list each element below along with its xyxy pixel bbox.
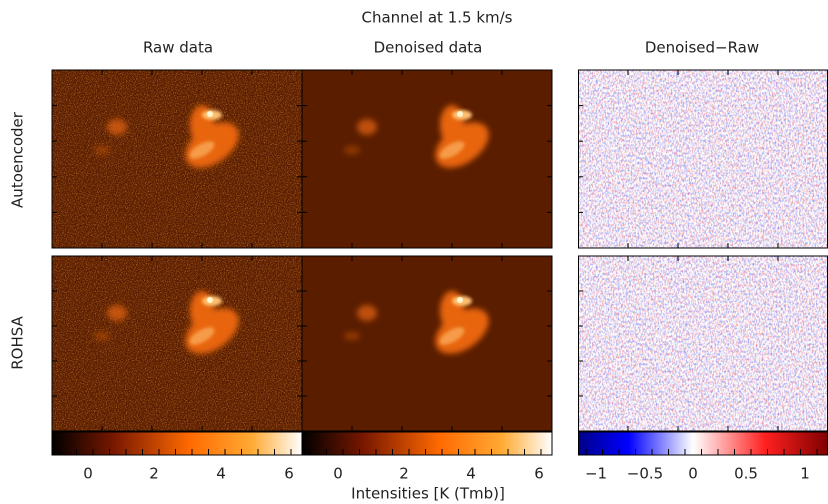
column-header: Denoised data [374, 39, 483, 57]
panel-frames [51, 69, 828, 432]
colorbar-tick-label: 0 [688, 465, 698, 483]
colorbar [578, 431, 828, 456]
image-panel [302, 70, 552, 248]
colorbar-tick-label: −1 [585, 465, 607, 483]
figure-title: Channel at 1.5 km/s [362, 9, 513, 27]
image-panel [52, 256, 302, 431]
colorbar-tick-label: 4 [466, 465, 476, 483]
colorbar-tick-label: 6 [284, 465, 294, 483]
colorbar [301, 431, 553, 456]
colorbar-tick-label: 0 [333, 465, 343, 483]
colorbar-tick-label: 1 [800, 465, 810, 483]
colorbar-tick-label: 0 [83, 465, 93, 483]
row-label: Autoencoder [9, 111, 27, 208]
colorbar [51, 431, 303, 456]
image-panel [578, 256, 828, 431]
image-panel [52, 70, 302, 248]
colorbar-tick-label: 4 [216, 465, 226, 483]
colorbar-tick-label: 6 [534, 465, 544, 483]
row-label: ROHSA [9, 315, 27, 369]
colorbar-tick-label: 0.5 [734, 465, 758, 483]
image-panel [578, 70, 828, 248]
colorbar-tick-label: 2 [399, 465, 409, 483]
column-header: Raw data [143, 39, 213, 57]
colorbar-tick-label: −0.5 [627, 465, 663, 483]
colorbar-tick-label: 2 [149, 465, 159, 483]
colorbar-axis-label: Intensities [K (Tmb)] [351, 485, 505, 503]
column-header: Denoised−Raw [645, 39, 759, 57]
image-panel [302, 256, 552, 431]
